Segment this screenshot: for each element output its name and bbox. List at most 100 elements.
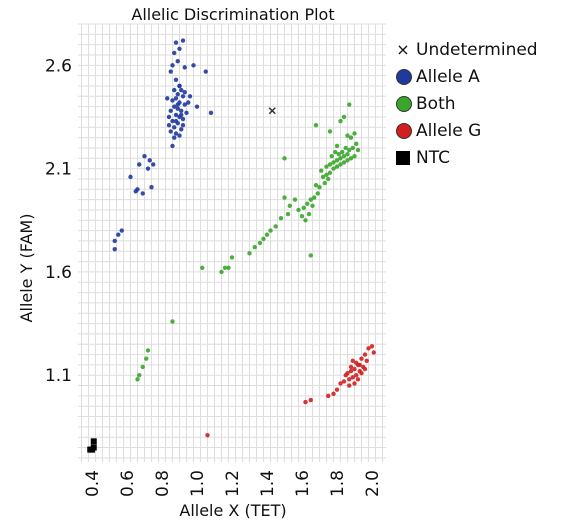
point-allele-g <box>355 377 361 382</box>
green-circle-icon <box>396 95 412 112</box>
data-points <box>87 38 376 453</box>
point-allele-a <box>149 185 154 190</box>
point-both <box>317 185 322 190</box>
point-allele-a <box>173 96 179 101</box>
point-allele-a <box>166 123 172 128</box>
point-both <box>264 232 270 237</box>
point-allele-g <box>359 370 364 376</box>
point-allele-g <box>348 368 354 374</box>
point-allele-a <box>179 127 184 132</box>
legend: × Undetermined Allele A Both Allele G NT… <box>396 36 538 171</box>
point-both <box>278 216 284 221</box>
y-tick-label: 2.1 <box>45 160 72 180</box>
point-allele-a <box>145 166 151 171</box>
legend-item-both: Both <box>396 90 538 117</box>
x-tick-label: 0.6 <box>118 470 138 497</box>
point-allele-a <box>165 96 170 101</box>
point-both <box>170 319 175 324</box>
point-both <box>305 201 310 206</box>
point-both <box>312 195 317 200</box>
legend-item-allele-a: Allele A <box>396 63 538 90</box>
point-allele-g <box>350 358 355 363</box>
point-allele-a <box>172 50 177 56</box>
point-allele-g <box>347 383 352 388</box>
point-allele-a <box>175 106 180 111</box>
point-allele-a <box>147 158 152 163</box>
point-allele-a <box>133 189 138 194</box>
x-tick-label: 0.4 <box>83 470 103 497</box>
point-allele-a <box>137 162 142 167</box>
point-both <box>347 102 352 107</box>
point-both <box>229 255 235 260</box>
point-both <box>137 373 142 378</box>
point-both <box>247 251 252 256</box>
point-undetermined <box>268 107 276 115</box>
point-both <box>303 218 308 223</box>
point-allele-a <box>175 92 180 97</box>
point-both <box>287 203 292 209</box>
point-both <box>327 129 333 134</box>
point-allele-g <box>354 360 359 366</box>
point-both <box>320 174 326 180</box>
point-both <box>345 151 350 157</box>
point-allele-g <box>357 362 362 368</box>
point-both <box>334 164 340 169</box>
point-both <box>352 131 357 136</box>
point-allele-g <box>366 346 371 351</box>
legend-label: Undetermined <box>416 39 538 60</box>
point-both <box>308 197 313 202</box>
point-allele-a <box>177 46 182 51</box>
point-allele-a <box>166 114 172 120</box>
point-allele-g <box>364 358 369 363</box>
point-both <box>341 154 347 159</box>
point-both <box>261 236 266 242</box>
x-tick-label: 1.2 <box>223 470 243 497</box>
point-allele-a <box>142 154 147 159</box>
point-both <box>338 162 343 167</box>
point-allele-g <box>334 387 340 392</box>
point-both <box>292 197 298 202</box>
point-allele-a <box>177 83 182 89</box>
x-tick-label: 2.0 <box>363 470 383 497</box>
point-allele-a <box>116 232 121 237</box>
point-both <box>354 141 359 147</box>
point-both <box>257 240 263 246</box>
x-axis-title: Allele X (TET) <box>179 501 286 520</box>
point-allele-a <box>168 129 173 134</box>
point-both <box>306 211 312 217</box>
point-allele-a <box>187 94 193 99</box>
point-allele-g <box>303 399 308 405</box>
point-both <box>327 170 333 175</box>
point-allele-a <box>173 112 179 118</box>
point-allele-a <box>182 102 187 107</box>
point-allele-a <box>128 174 133 180</box>
point-both <box>301 205 306 211</box>
red-circle-icon <box>396 122 412 139</box>
point-both <box>324 172 329 178</box>
point-allele-a <box>170 143 175 149</box>
point-allele-a <box>180 123 186 128</box>
point-both <box>329 154 334 159</box>
point-allele-a <box>170 63 175 68</box>
legend-label: Allele G <box>416 120 482 141</box>
point-allele-a <box>208 110 214 116</box>
y-tick-label: 1.6 <box>45 263 72 283</box>
point-both <box>222 265 228 270</box>
point-both <box>135 377 140 382</box>
point-both <box>310 203 315 209</box>
point-allele-a <box>175 102 180 107</box>
cross-icon: × <box>396 39 410 59</box>
point-both <box>345 133 350 138</box>
point-allele-g <box>352 381 357 386</box>
point-allele-a <box>203 69 208 74</box>
point-ntc <box>87 446 94 453</box>
point-both <box>343 145 348 151</box>
chart-title: Allelic Discrimination Plot <box>131 5 334 24</box>
point-allele-a <box>112 246 117 252</box>
point-both <box>282 156 287 161</box>
point-allele-a <box>170 118 175 124</box>
point-allele-g <box>359 356 364 361</box>
point-allele-g <box>350 375 355 380</box>
point-allele-a <box>170 98 175 103</box>
